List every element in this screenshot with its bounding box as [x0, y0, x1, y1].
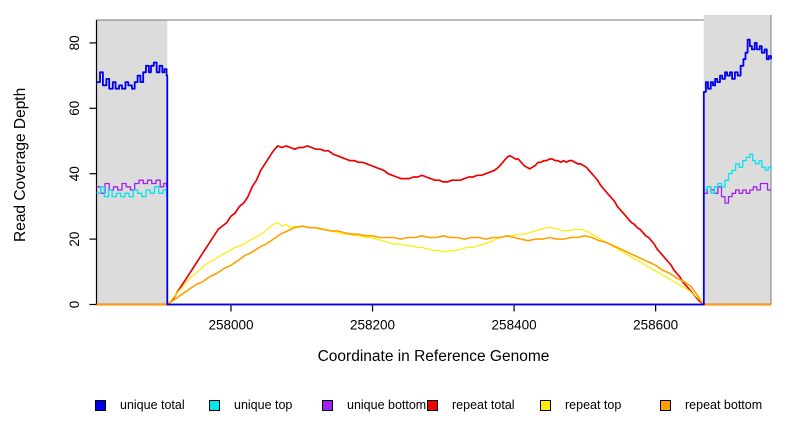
y-tick-label: 60 [67, 101, 82, 116]
x-tick-label: 258600 [633, 318, 678, 333]
legend-label: repeat total [452, 398, 515, 412]
legend: unique total unique top unique bottom repea… [0, 398, 792, 418]
x-axis-title: Coordinate in Reference Genome [317, 348, 550, 365]
legend-item-repeat-bottom: repeat bottom [660, 398, 762, 412]
x-tick-label: 258400 [492, 318, 537, 333]
series-line-unique-bottom [96, 179, 771, 306]
legend-label: unique top [234, 398, 293, 412]
series-line-unique-top [96, 153, 772, 306]
legend-item-unique-top: unique top [209, 398, 292, 412]
y-tick-label: 0 [67, 301, 82, 309]
series-line-repeat-bottom [96, 225, 771, 306]
legend-swatch-icon [95, 399, 106, 411]
series-line-repeat-total [96, 145, 771, 306]
legend-swatch-icon [427, 399, 438, 411]
legend-label: unique bottom [347, 398, 427, 412]
shaded-region-left [96, 20, 168, 305]
series-line-unique-total [96, 38, 772, 306]
legend-label: unique total [120, 398, 185, 412]
legend-swatch-icon [209, 399, 220, 411]
x-tick-label: 258200 [350, 318, 395, 333]
x-tick-label: 258000 [208, 318, 253, 333]
legend-item-unique-total: unique total [95, 398, 185, 412]
legend-swatch-icon [660, 399, 671, 411]
series-line-repeat-top [96, 222, 771, 306]
legend-swatch-icon [540, 399, 551, 411]
legend-item-repeat-total: repeat total [427, 398, 515, 412]
y-tick-label: 40 [67, 166, 82, 181]
y-axis-title: Read Coverage Depth [12, 87, 29, 243]
legend-swatch-icon [322, 399, 333, 411]
y-tick-label: 80 [67, 35, 82, 50]
legend-item-unique-bottom: unique bottom [322, 398, 426, 412]
legend-item-repeat-top: repeat top [540, 398, 621, 412]
legend-label: repeat bottom [685, 398, 763, 412]
legend-label: repeat top [565, 398, 622, 412]
y-tick-label: 20 [67, 232, 82, 247]
shaded-region-right [703, 15, 771, 305]
